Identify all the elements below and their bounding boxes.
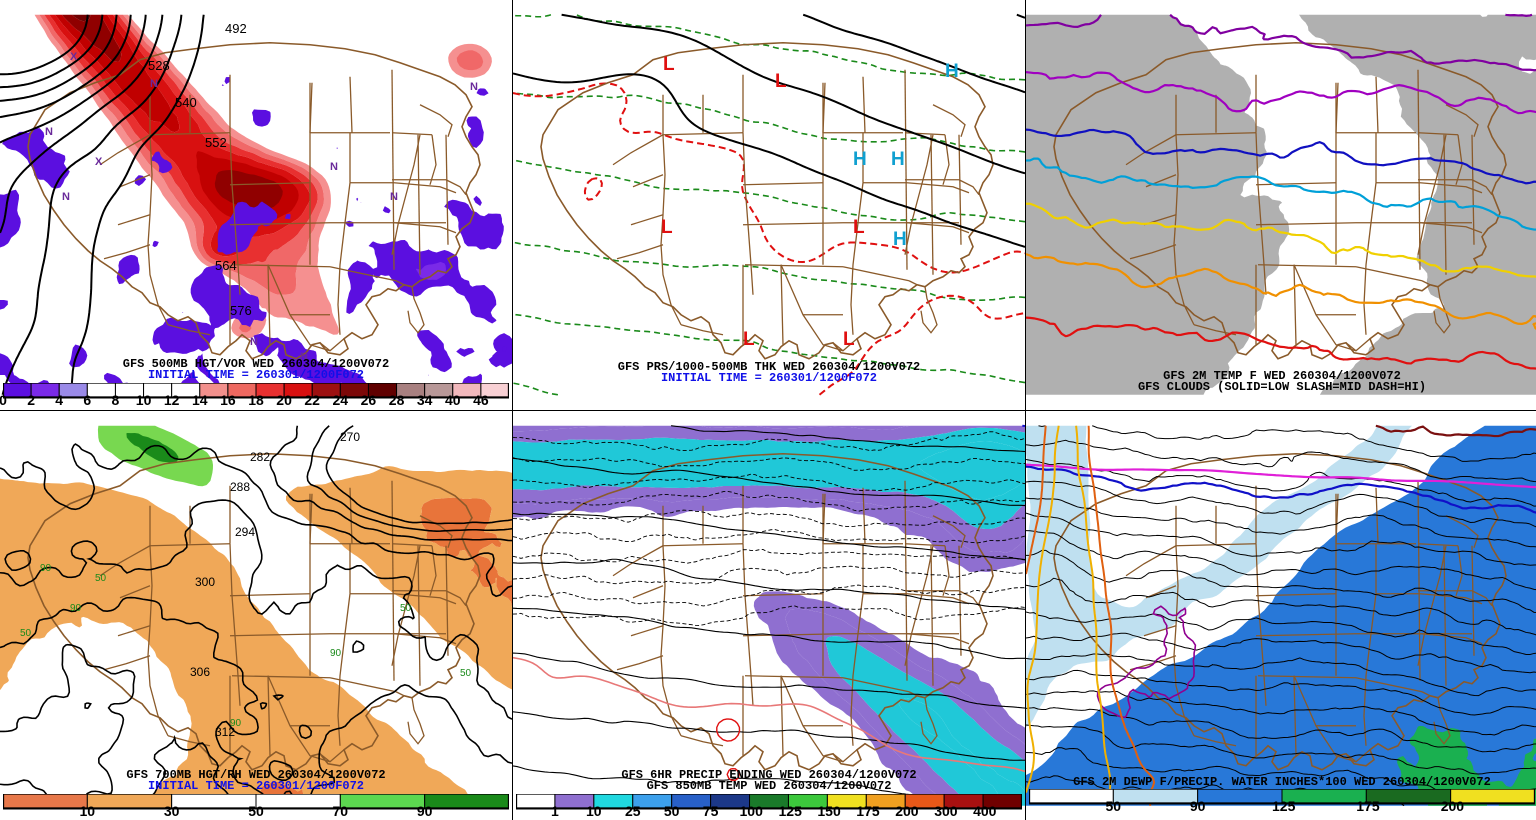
svg-text:90: 90 <box>40 562 52 573</box>
svg-text:50: 50 <box>400 602 412 613</box>
svg-text:N: N <box>390 191 398 203</box>
svg-text:90: 90 <box>230 717 242 728</box>
svg-text:L: L <box>663 54 675 75</box>
svg-text:L: L <box>853 217 865 238</box>
svg-text:50: 50 <box>20 627 32 638</box>
svg-text:H: H <box>893 229 907 250</box>
svg-text:L: L <box>775 71 787 92</box>
svg-text:N: N <box>45 126 53 138</box>
svg-text:H: H <box>891 149 905 170</box>
svg-text:H: H <box>853 149 867 170</box>
svg-text:50: 50 <box>95 572 107 583</box>
svg-text:282: 282 <box>250 449 270 463</box>
svg-text:N: N <box>150 78 158 90</box>
svg-text:528: 528 <box>148 58 170 73</box>
svg-text:300: 300 <box>195 574 215 588</box>
svg-text:90: 90 <box>330 647 342 658</box>
svg-text:552: 552 <box>205 135 227 150</box>
svg-text:X: X <box>95 156 103 168</box>
svg-text:L: L <box>843 329 855 350</box>
svg-text:N: N <box>330 161 338 173</box>
svg-text:N: N <box>62 191 70 203</box>
svg-text:492: 492 <box>225 21 247 36</box>
svg-text:N: N <box>250 336 258 348</box>
svg-text:288: 288 <box>230 479 250 493</box>
svg-text:294: 294 <box>235 524 255 538</box>
svg-text:306: 306 <box>190 664 210 678</box>
svg-text:N: N <box>470 81 478 93</box>
svg-text:50: 50 <box>460 667 472 678</box>
svg-text:L: L <box>743 329 755 350</box>
svg-text:X: X <box>70 51 78 63</box>
svg-text:L: L <box>661 217 673 238</box>
svg-text:540: 540 <box>175 95 197 110</box>
svg-text:564: 564 <box>215 258 237 273</box>
svg-text:270: 270 <box>340 429 360 443</box>
svg-text:576: 576 <box>230 303 252 318</box>
svg-text:H: H <box>945 61 959 82</box>
svg-text:90: 90 <box>70 602 82 613</box>
